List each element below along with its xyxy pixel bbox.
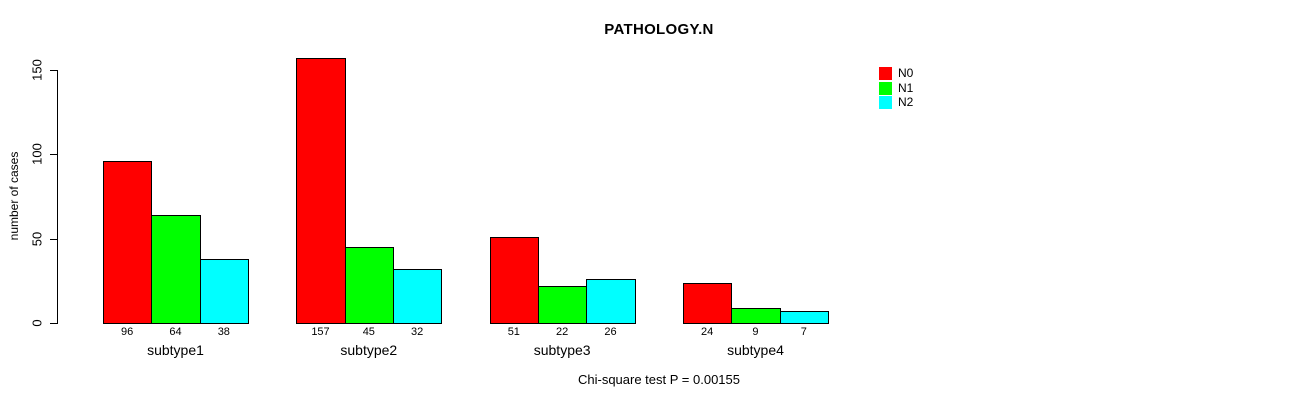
x-category-label: subtype2 bbox=[340, 342, 398, 358]
legend: N0 N1 N2 bbox=[879, 66, 913, 110]
bar-value-label: 64 bbox=[169, 326, 182, 338]
y-tick-mark bbox=[50, 238, 57, 240]
bar-value-label: 24 bbox=[701, 326, 714, 338]
bar-n1-subtype3 bbox=[537, 285, 588, 324]
bar-n1-subtype4 bbox=[731, 307, 781, 324]
y-axis-label: number of cases bbox=[7, 151, 21, 241]
y-tick-mark bbox=[50, 154, 57, 156]
legend-label-n2: N2 bbox=[898, 95, 914, 110]
bar-n0-subtype3 bbox=[489, 236, 539, 324]
legend-item-n2: N2 bbox=[879, 95, 913, 110]
legend-swatch-n1 bbox=[879, 81, 892, 95]
y-tick-label: 100 bbox=[29, 143, 45, 166]
chart-title: PATHOLOGY.N bbox=[604, 21, 714, 38]
legend-swatch-n0 bbox=[879, 66, 892, 80]
legend-label-n0: N0 bbox=[898, 65, 914, 80]
x-category-label: subtype1 bbox=[147, 342, 204, 358]
y-tick-label: 0 bbox=[29, 319, 45, 327]
y-tick-label: 150 bbox=[29, 59, 45, 81]
bar-value-label: 26 bbox=[604, 326, 617, 338]
bar-n2-subtype4 bbox=[779, 311, 829, 324]
bar-value-label: 9 bbox=[752, 326, 759, 338]
bar-n0-subtype1 bbox=[103, 161, 153, 324]
bar-n0-subtype4 bbox=[682, 282, 733, 324]
bar-value-label: 45 bbox=[362, 326, 375, 338]
bar-value-label: 7 bbox=[800, 326, 807, 338]
y-tick-mark bbox=[50, 323, 57, 324]
chi-square-annotation: Chi-square test P = 0.00155 bbox=[577, 372, 740, 387]
y-tick-mark bbox=[50, 70, 57, 71]
bar-value-label: 22 bbox=[556, 326, 569, 338]
y-axis-line bbox=[57, 70, 58, 324]
legend-label-n1: N1 bbox=[898, 80, 914, 95]
bar-value-label: 157 bbox=[311, 326, 330, 338]
x-category-label: subtype3 bbox=[533, 342, 591, 358]
bar-n1-subtype2 bbox=[344, 247, 394, 324]
bar-n1-subtype1 bbox=[151, 215, 201, 324]
y-tick-label: 50 bbox=[29, 231, 45, 246]
bar-n2-subtype1 bbox=[199, 258, 249, 324]
bar-n2-subtype3 bbox=[586, 279, 636, 324]
bar-value-label: 51 bbox=[507, 326, 520, 338]
bar-value-label: 38 bbox=[217, 326, 230, 338]
bar-value-label: 32 bbox=[411, 326, 424, 338]
bar-n2-subtype2 bbox=[392, 269, 443, 324]
legend-swatch-n2 bbox=[879, 96, 892, 110]
bar-value-label: 96 bbox=[121, 326, 134, 338]
bar-n0-subtype2 bbox=[296, 58, 346, 324]
legend-item-n0: N0 bbox=[879, 66, 913, 81]
legend-item-n1: N1 bbox=[879, 81, 913, 96]
x-category-label: subtype4 bbox=[727, 342, 784, 358]
